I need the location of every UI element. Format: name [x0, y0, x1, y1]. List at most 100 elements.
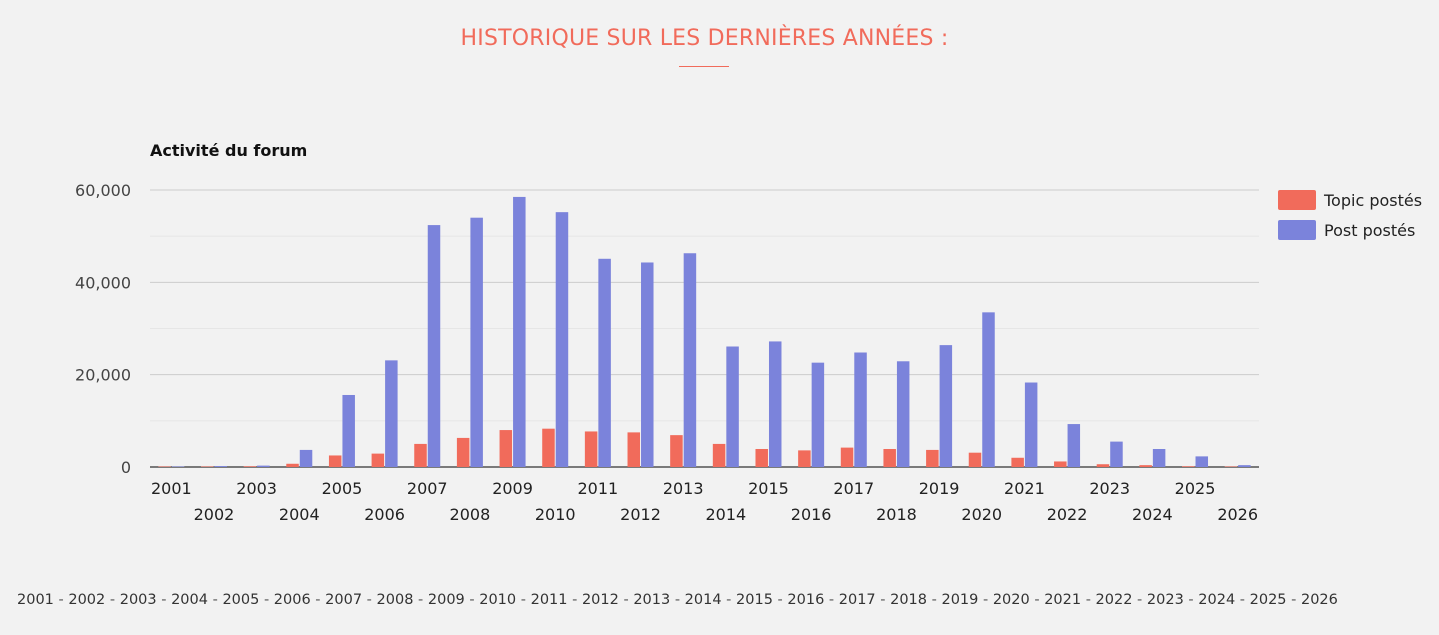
year-link[interactable]: 2007 [325, 592, 363, 608]
year-link[interactable]: 2020 [992, 592, 1030, 608]
bar-post [1238, 465, 1251, 467]
year-separator: - [875, 592, 891, 608]
legend-swatch-topic [1278, 190, 1316, 210]
year-separator: - [670, 592, 685, 608]
bar-topic [926, 449, 939, 467]
year-separator: - [824, 592, 839, 608]
section-title: HISTORIQUE SUR LES DERNIÈRES ANNÉES : [460, 26, 949, 51]
x-tick-label: 2002 [194, 505, 235, 524]
bar-post [811, 362, 825, 467]
chart-title: Activité du forum [150, 141, 307, 160]
y-tick-label: 40,000 [75, 273, 131, 292]
y-tick-label: 0 [121, 458, 131, 477]
year-link[interactable]: 2024 [1198, 592, 1236, 608]
year-link[interactable]: 2011 [530, 592, 568, 608]
bar-topic [883, 448, 896, 467]
bar-topic [712, 443, 726, 467]
year-link[interactable]: 2019 [941, 592, 979, 608]
bar-topic [542, 428, 555, 467]
year-link[interactable]: 2023 [1146, 592, 1184, 608]
bar-post [854, 352, 867, 467]
x-tick-label: 2022 [1047, 505, 1088, 524]
x-tick-label: 2021 [1004, 479, 1045, 498]
year-link[interactable]: 2021 [1044, 592, 1082, 608]
year-links: 2001 - 2002 - 2003 - 2004 - 2005 - 2006 … [17, 592, 1417, 608]
bar-post [342, 394, 355, 467]
x-tick-label: 2020 [961, 505, 1002, 524]
bar-topic [670, 435, 683, 467]
year-separator: - [413, 592, 428, 608]
year-separator: - [362, 592, 377, 608]
year-link[interactable]: 2001 [17, 592, 54, 608]
year-link[interactable]: 2018 [890, 592, 928, 608]
year-link[interactable]: 2005 [222, 592, 260, 608]
year-separator: - [1081, 592, 1096, 608]
x-tick-label: 2016 [791, 505, 832, 524]
bar-post [385, 360, 398, 467]
bar-post [1152, 448, 1166, 467]
year-link[interactable]: 2015 [736, 592, 773, 608]
year-link[interactable]: 2014 [684, 592, 722, 608]
year-separator: - [1235, 592, 1250, 608]
x-tick-label: 2013 [663, 479, 704, 498]
legend-label-post: Post postés [1324, 221, 1415, 240]
x-tick-label: 2007 [407, 479, 448, 498]
x-axis-ticks: 2001200220032004200520062007200820092010… [151, 479, 1258, 524]
year-link[interactable]: 2003 [119, 592, 157, 608]
grid-layer [150, 189, 1259, 468]
year-separator: - [516, 592, 531, 608]
x-tick-label: 2008 [450, 505, 491, 524]
year-link[interactable]: 2016 [787, 592, 825, 608]
bar-post [683, 253, 697, 467]
year-link[interactable]: 2017 [838, 592, 876, 608]
bar-topic [1182, 466, 1195, 467]
year-separator: - [721, 592, 737, 608]
bar-post [299, 449, 313, 467]
bar-topic [798, 450, 811, 467]
year-separator: - [927, 592, 942, 608]
x-tick-label: 2003 [236, 479, 277, 498]
year-separator: - [618, 592, 634, 608]
year-link[interactable]: 2008 [376, 592, 414, 608]
bar-topic [371, 453, 385, 467]
legend-swatch-post [1278, 220, 1316, 240]
year-separator: - [1286, 592, 1301, 608]
bar-layer [158, 196, 1251, 468]
y-axis-ticks: 0 20,000 40,000 60,000 [75, 181, 131, 477]
year-separator: - [156, 592, 172, 608]
bar-topic [1054, 461, 1067, 467]
year-separator: - [310, 592, 326, 608]
bar-post [555, 212, 569, 467]
x-tick-label: 2023 [1089, 479, 1130, 498]
x-tick-label: 2026 [1217, 505, 1258, 524]
bar-topic [1096, 464, 1110, 467]
year-link[interactable]: 2012 [581, 592, 619, 608]
bar-post [598, 258, 611, 467]
year-link[interactable]: 2009 [427, 592, 465, 608]
bar-post [214, 466, 227, 467]
year-link[interactable]: 2025 [1249, 592, 1287, 608]
x-tick-label: 2012 [620, 505, 661, 524]
x-tick-label: 2010 [535, 505, 576, 524]
bar-post [1110, 441, 1123, 467]
year-separator: - [1132, 592, 1147, 608]
year-link[interactable]: 2002 [68, 592, 106, 608]
chart-svg: Activité du forum 0 20,000 40,000 60,000 20… [75, 141, 1422, 524]
year-link[interactable]: 2026 [1300, 592, 1338, 608]
year-link[interactable]: 2010 [479, 592, 517, 608]
year-link[interactable]: 2013 [633, 592, 671, 608]
y-tick-label: 20,000 [75, 366, 131, 385]
bar-topic [584, 431, 598, 467]
bar-topic [627, 432, 641, 467]
year-link[interactable]: 2022 [1095, 592, 1133, 608]
bar-topic [840, 447, 854, 467]
year-link[interactable]: 2006 [273, 592, 311, 608]
legend-label-topic: Topic postés [1323, 191, 1422, 210]
year-separator: - [978, 592, 993, 608]
year-link[interactable]: 2004 [171, 592, 208, 608]
bar-post [513, 196, 526, 468]
bar-topic [414, 443, 427, 467]
bar-post [470, 217, 483, 467]
x-tick-label: 2025 [1175, 479, 1216, 498]
